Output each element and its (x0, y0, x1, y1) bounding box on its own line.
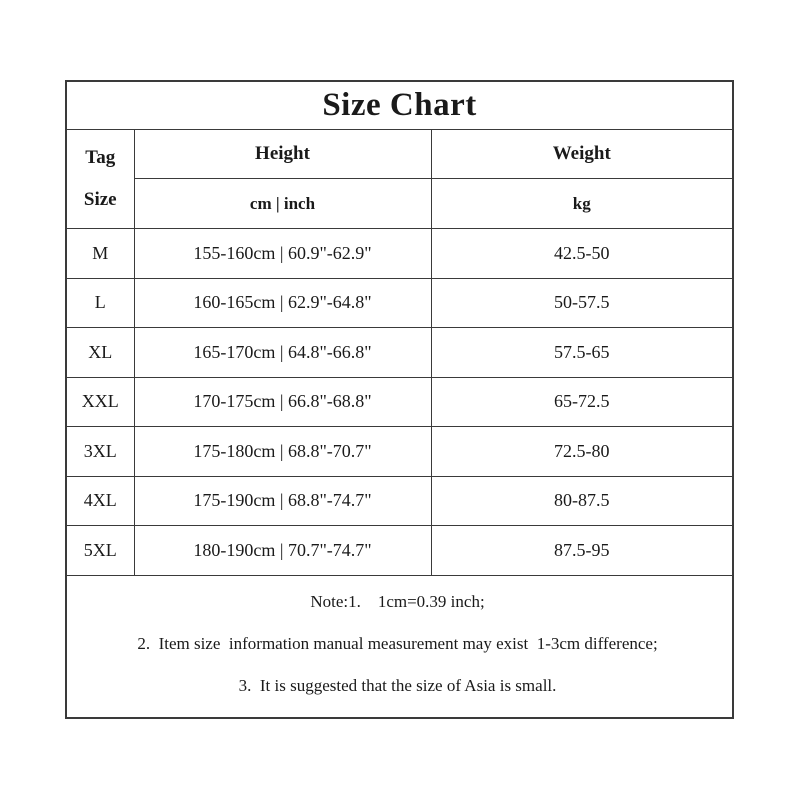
table-row-xxl: XXL 170-175cm | 66.8"-68.8" 65-72.5 (65, 376, 734, 427)
weight-unit-header: kg (430, 178, 734, 229)
size-cell: L (65, 277, 135, 328)
note-line-1: Note:1. 1cm=0.39 inch; (310, 591, 485, 611)
size-cell: 5XL (65, 525, 135, 576)
weight-cell: 80-87.5 (430, 475, 734, 526)
weight-header: Weight (430, 129, 734, 179)
weight-cell: 50-57.5 (430, 277, 734, 328)
size-cell: 4XL (65, 475, 135, 526)
height-cell: 160-165cm | 62.9"-64.8" (133, 277, 432, 328)
table-row-xl: XL 165-170cm | 64.8"-66.8" 57.5-65 (65, 327, 734, 378)
height-cell: 175-190cm | 68.8"-74.7" (133, 475, 432, 526)
height-unit-header: cm | inch (133, 178, 432, 229)
size-chart-title: Size Chart (65, 80, 734, 130)
weight-cell: 42.5-50 (430, 228, 734, 279)
table-row-l: L 160-165cm | 62.9"-64.8" 50-57.5 (65, 277, 734, 328)
tag-size-header: Tag Size (65, 129, 135, 229)
size-chart-table: Size Chart Tag Size Height Weight cm | i… (65, 80, 735, 719)
size-cell: 3XL (65, 426, 135, 477)
weight-cell: 65-72.5 (430, 376, 734, 427)
weight-cell: 72.5-80 (430, 426, 734, 477)
size-cell: M (65, 228, 135, 279)
tag-size-header-line2: Size (83, 189, 117, 210)
note-line-3: 3. It is suggested that the size of Asia… (238, 675, 557, 695)
tag-size-header-line1: Tag (85, 147, 116, 168)
header-row-units: cm | inch kg (66, 178, 734, 229)
notes-section: Note:1. 1cm=0.39 inch; 2. Item size info… (65, 574, 734, 718)
height-cell: 170-175cm | 66.8"-68.8" (133, 376, 432, 427)
size-cell: XL (65, 327, 135, 378)
header-row-labels: Tag Size Height Weight (65, 129, 734, 229)
table-row-3xl: 3XL 175-180cm | 68.8"-70.7" 72.5-80 (65, 426, 734, 477)
weight-cell: 87.5-95 (430, 525, 734, 576)
notes-row: Note:1. 1cm=0.39 inch; 2. Item size info… (65, 574, 734, 718)
height-cell: 165-170cm | 64.8"-66.8" (133, 327, 432, 378)
height-cell: 180-190cm | 70.7"-74.7" (133, 525, 432, 576)
table-row-5xl: 5XL 180-190cm | 70.7"-74.7" 87.5-95 (65, 525, 734, 576)
height-cell: 175-180cm | 68.8"-70.7" (133, 426, 432, 477)
height-header: Height (133, 129, 432, 179)
weight-cell: 57.5-65 (430, 327, 734, 378)
title-row: Size Chart (65, 80, 734, 130)
table-row-4xl: 4XL 175-190cm | 68.8"-74.7" 80-87.5 (65, 475, 734, 526)
height-cell: 155-160cm | 60.9"-62.9" (133, 228, 432, 279)
size-cell: XXL (65, 376, 135, 427)
table-row-m: M 155-160cm | 60.9"-62.9" 42.5-50 (65, 228, 734, 279)
note-line-2: 2. Item size information manual measurem… (137, 633, 658, 653)
